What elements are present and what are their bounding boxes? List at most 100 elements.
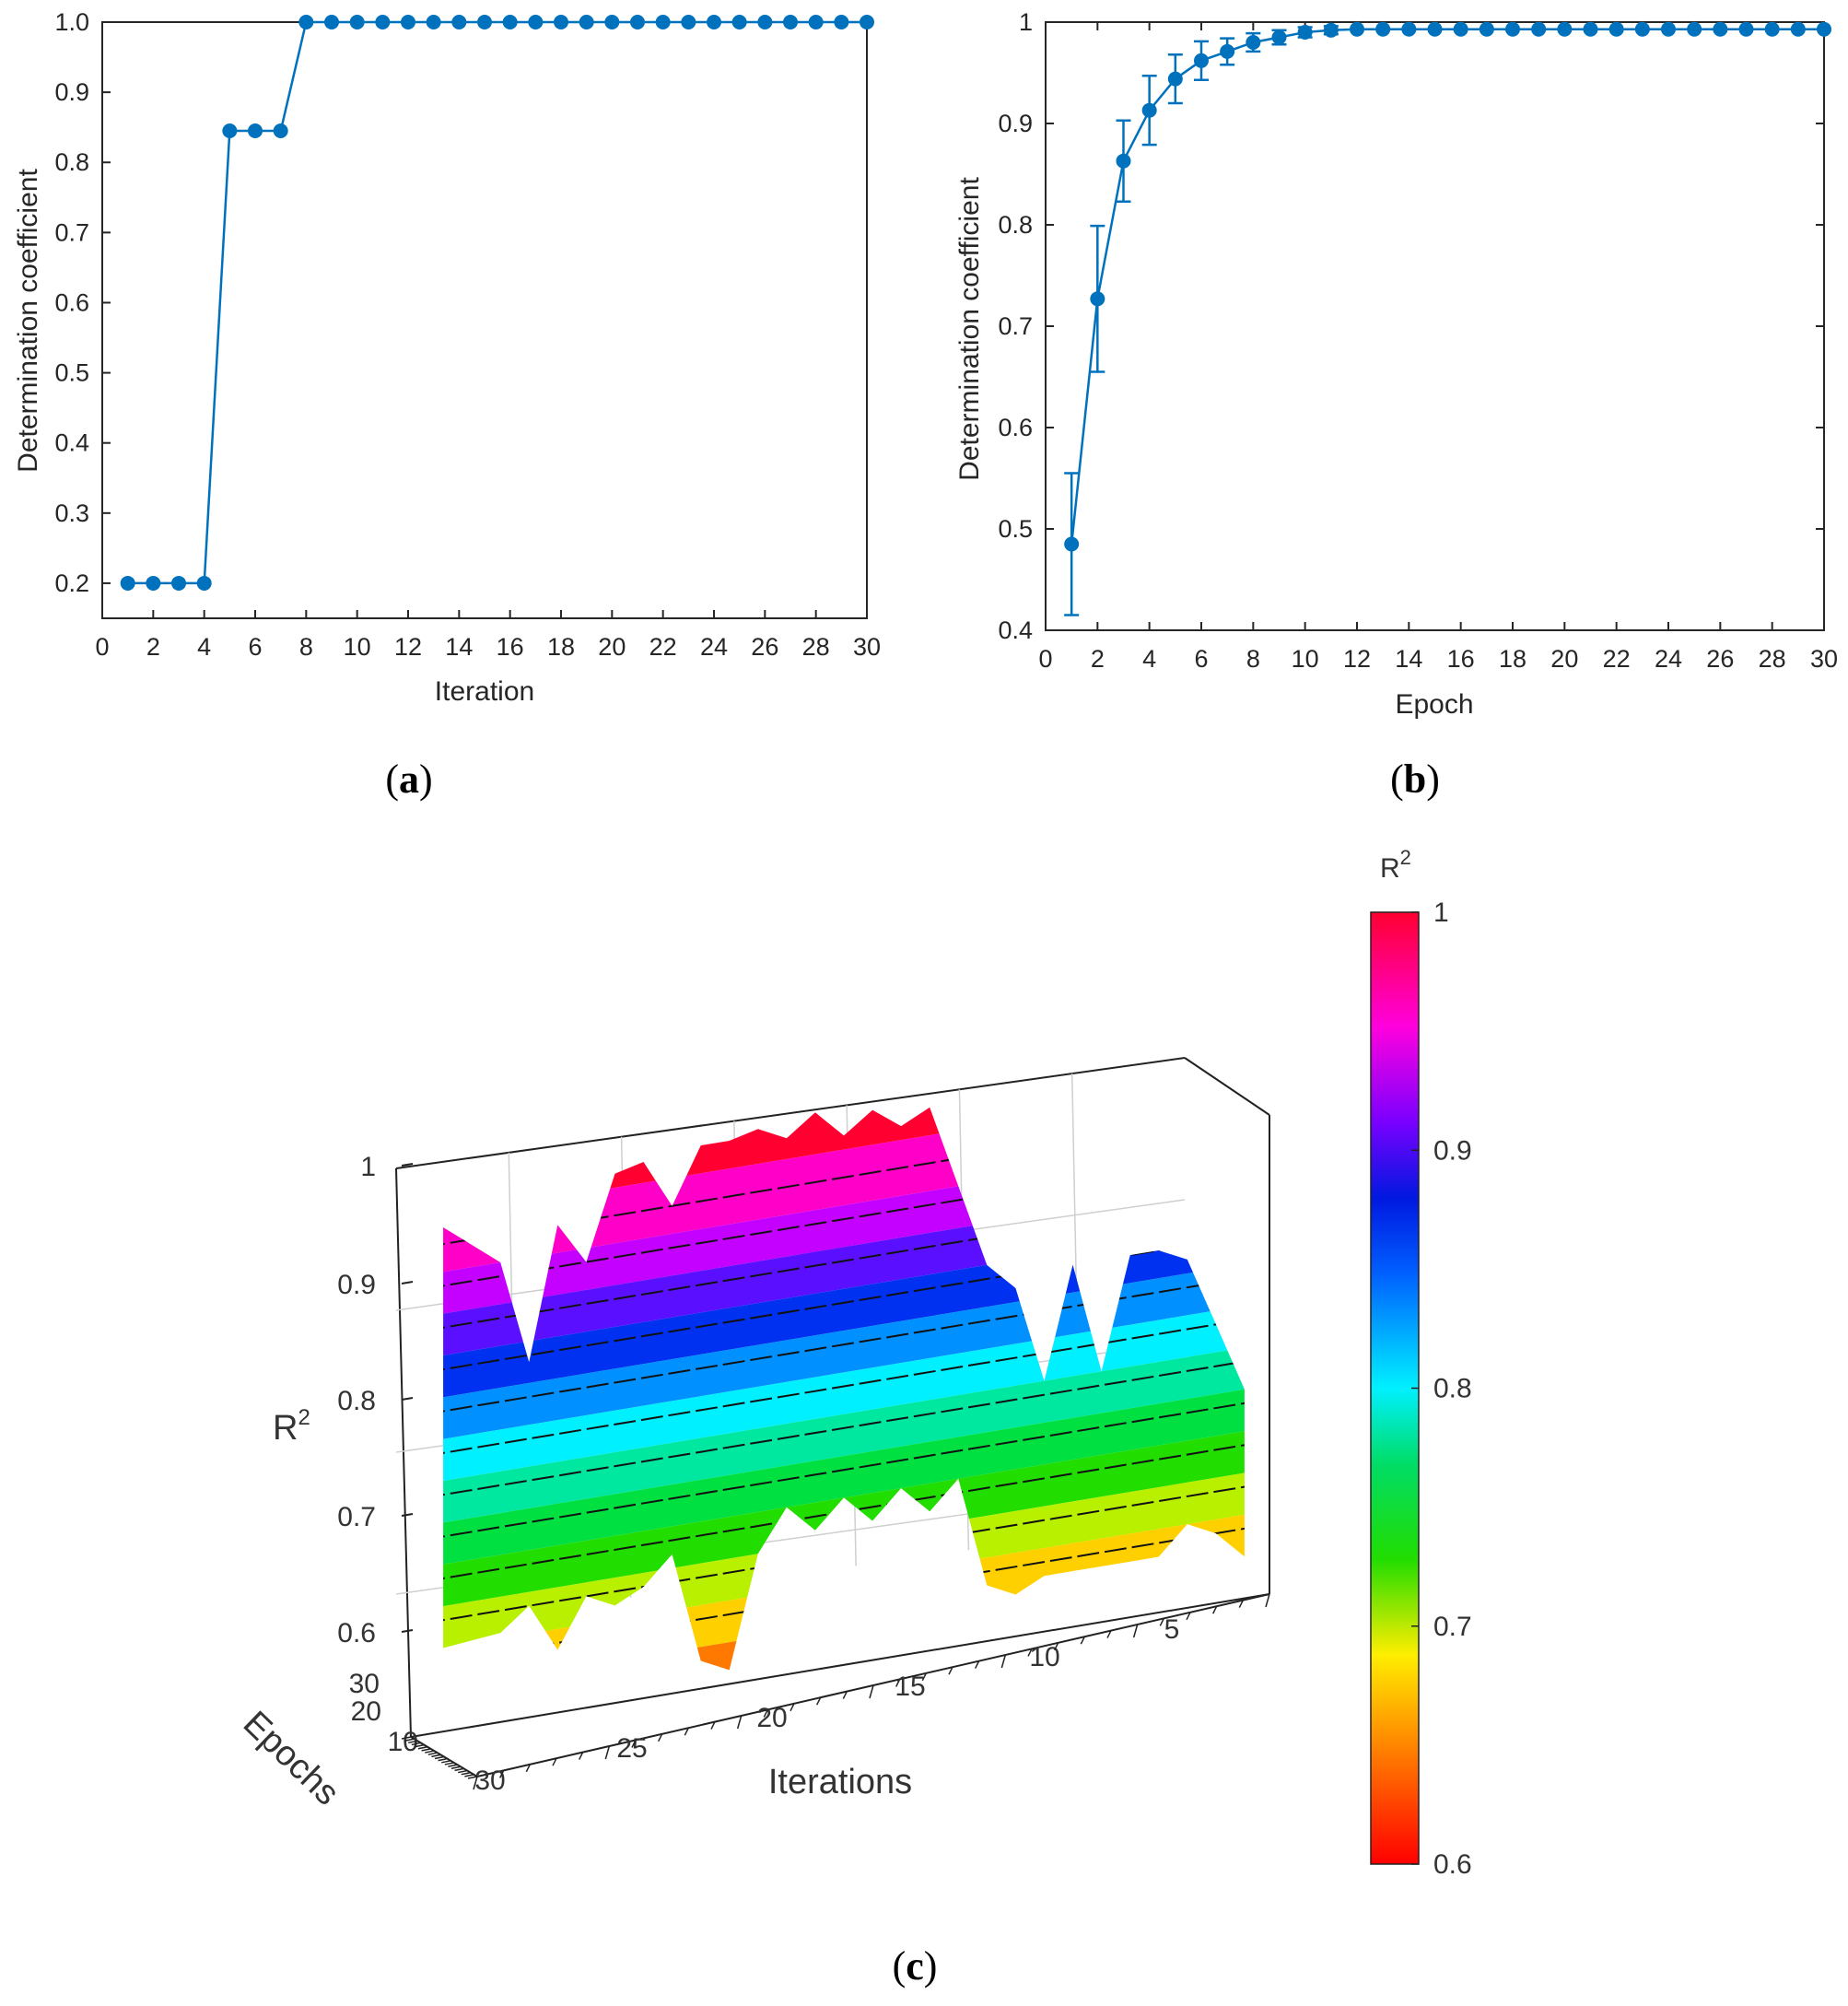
x-tick-mark (1265, 1593, 1270, 1608)
x-tick-mark (604, 1745, 611, 1760)
data-point (298, 15, 314, 29)
colorbar-ticks: 1 0.9 0.8 0.7 0.6 (1411, 897, 1472, 1880)
data-point (579, 15, 594, 29)
y-tick-mark (427, 1752, 438, 1755)
data-point (860, 15, 874, 29)
contour-line (443, 1437, 1245, 1592)
chart-b-plot-area (1045, 21, 1825, 631)
x-tick-label: 30 (853, 633, 881, 661)
x-tick-mark (1186, 1612, 1191, 1621)
data-point (1116, 153, 1131, 169)
chart-c-surface (443, 1107, 1245, 1671)
x-tick-mark (657, 1733, 663, 1742)
x-tick-label: 0 (95, 633, 109, 661)
data-point (1246, 35, 1261, 50)
y-tick-mark (431, 1754, 441, 1758)
x-tick-label: 16 (497, 633, 524, 661)
data-point (324, 15, 339, 29)
data-point (731, 15, 747, 29)
y-tick-label: 0.4 (54, 429, 89, 457)
y-tick-mark (444, 1762, 454, 1766)
colorbar-tick-label: 0.6 (1433, 1849, 1472, 1880)
data-point (1427, 21, 1443, 37)
y-tick-label: 0.5 (54, 359, 89, 387)
y-tick-label: 0.9 (54, 78, 89, 106)
surface-fill (443, 1107, 1245, 1671)
y-tick-mark (461, 1771, 471, 1776)
colorbar-gradient (1370, 911, 1420, 1865)
x-tick-label: 12 (1343, 645, 1371, 673)
data-point (783, 15, 798, 29)
y-tick-label: 0.4 (998, 616, 1033, 644)
data-point (196, 575, 212, 591)
x-tick-label: 14 (1395, 645, 1422, 673)
x-tick-mark (578, 1752, 584, 1760)
data-point (248, 123, 263, 138)
chart-b-x-axis: 0 2 4 6 8 10 12 14 16 18 20 22 24 26 28 30 (1038, 22, 1838, 673)
x-tick-mark (1106, 1630, 1112, 1638)
y-tick-mark (464, 1774, 474, 1777)
y-tick-mark (411, 1742, 421, 1746)
x-tick-label: 2 (1091, 645, 1105, 673)
data-point (1713, 21, 1728, 37)
z-tick-label: 1 (360, 1152, 376, 1182)
data-point (1350, 21, 1364, 37)
chart-b-series (1064, 21, 1831, 616)
x-tick-label: 24 (1655, 645, 1682, 673)
data-point (451, 15, 467, 29)
x-tick-label: 5 (1164, 1614, 1180, 1645)
data-point (1790, 21, 1806, 37)
contour-line (443, 1394, 1245, 1551)
x-tick-label: 25 (616, 1733, 647, 1764)
x-tick-mark (736, 1715, 743, 1730)
x-tick-label: 20 (1550, 645, 1578, 673)
chart-c-z-label: R2 (273, 1405, 310, 1448)
x-tick-mark (1211, 1605, 1218, 1614)
caption-b-letter: b (1404, 757, 1426, 802)
data-point (1271, 29, 1287, 45)
data-point (349, 15, 365, 29)
data-point (1220, 43, 1235, 59)
data-point (630, 15, 645, 29)
data-point (1375, 21, 1391, 37)
y-tick-mark (458, 1769, 468, 1774)
x-tick-mark (552, 1757, 557, 1766)
x-tick-label: 0 (1038, 645, 1052, 673)
x-tick-mark (684, 1727, 690, 1736)
z-tick-mark (401, 1397, 414, 1401)
y-tick-mark (404, 1738, 415, 1742)
caption-a-letter: a (399, 757, 419, 802)
data-point (120, 575, 135, 591)
data-point (681, 15, 696, 29)
chart-a-x-label: Iteration (435, 676, 534, 707)
x-tick-mark (948, 1666, 953, 1675)
x-tick-label: 10 (1292, 645, 1319, 673)
x-tick-label: 14 (445, 633, 473, 661)
surface-band (443, 1381, 1245, 1578)
data-point (707, 15, 721, 29)
data-point (273, 123, 288, 138)
y-tick-label: 0.6 (998, 414, 1033, 441)
x-tick-label: 15 (895, 1672, 925, 1702)
contour-line (443, 1311, 1245, 1467)
y-tick-mark (425, 1750, 435, 1754)
y-tick-label: 30 (349, 1669, 380, 1699)
x-tick-mark (1080, 1636, 1086, 1645)
contour-line (443, 1227, 1245, 1383)
chart-a: 0.20.30.40.50.60.70.80.91.0 0 2 4 6 8 10 12 14 1… (13, 8, 881, 802)
data-point (426, 15, 441, 29)
data-point (1401, 21, 1417, 37)
x-tick-label: 20 (756, 1703, 787, 1733)
data-point (171, 575, 186, 591)
chart-c-z-label-base: R (273, 1409, 298, 1448)
data-point (1583, 21, 1598, 37)
x-tick-label: 18 (547, 633, 575, 661)
data-point (222, 123, 238, 138)
caption-c: (c) (893, 1943, 938, 1988)
y-tick-label: 0.8 (54, 148, 89, 176)
data-point (1453, 21, 1468, 37)
data-point (1064, 536, 1080, 552)
x-tick-mark (1053, 1642, 1059, 1651)
